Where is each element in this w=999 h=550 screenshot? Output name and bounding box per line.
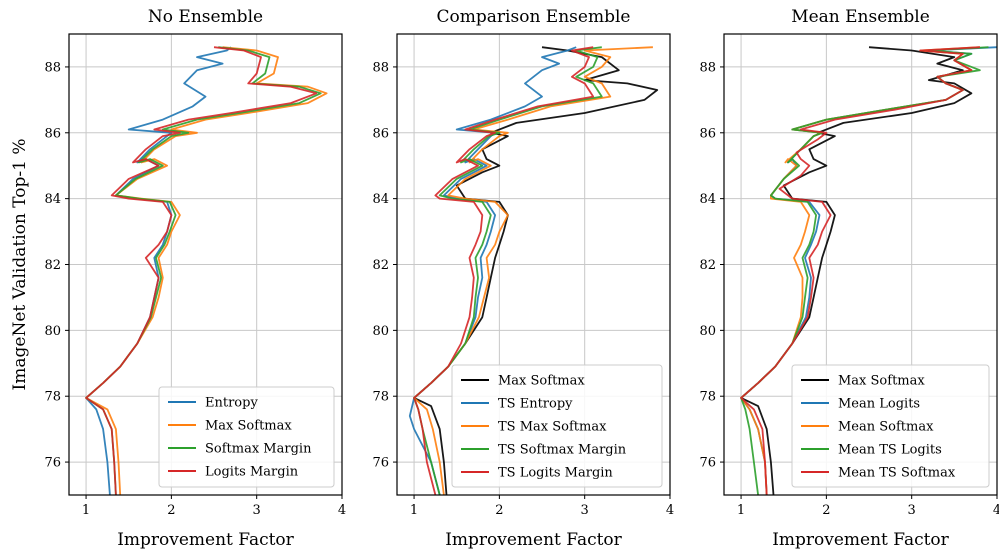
panel-3: 1 2 3 4 76 78 80 82 84 86 88 Mean Ensemble Improveme…	[699, 7, 999, 550]
legend-label: Entropy	[205, 396, 258, 411]
y-tick-label: 78	[372, 390, 389, 405]
y-tick-label: 80	[699, 324, 716, 339]
y-tick-label: 88	[372, 60, 389, 75]
legend-label: Max Softmax	[498, 374, 585, 389]
x-axis-label: Improvement Factor	[117, 530, 294, 550]
legend-label: Mean Softmax	[838, 420, 934, 435]
legend: Max Softmax TS Entropy TS Max Softmax TS So…	[451, 364, 663, 488]
legend-box	[791, 364, 990, 488]
panel-1: 1 2 3 4 76 78 80 82 84 86 88 No Ensemble Improvement…	[10, 7, 346, 550]
legend-label: Softmax Margin	[205, 442, 312, 457]
legend-label: Max Softmax	[838, 374, 925, 389]
x-tick-label: 3	[253, 503, 261, 518]
x-tick-label: 4	[338, 503, 346, 518]
x-tick-label: 4	[993, 503, 999, 518]
legend-label: Mean TS Logits	[838, 443, 942, 458]
series-group	[85, 46, 328, 495]
legend-label: TS Logits Margin	[498, 466, 613, 481]
legend-label: Logits Margin	[205, 465, 299, 480]
legend-label: Mean TS Softmax	[838, 466, 956, 481]
y-tick-label: 78	[44, 390, 61, 405]
series-line-ts-logits-margin	[413, 46, 595, 495]
x-tick-label: 2	[167, 503, 175, 518]
x-tick-label: 1	[410, 503, 418, 518]
x-tick-label: 3	[581, 503, 589, 518]
x-tick-label: 4	[666, 503, 674, 518]
y-tick-label: 80	[372, 324, 389, 339]
legend-label: TS Entropy	[498, 397, 573, 412]
y-tick-label: 86	[44, 126, 61, 141]
series-group	[408, 46, 659, 495]
x-axis-label: Improvement Factor	[772, 530, 949, 550]
legend-label: TS Softmax Margin	[498, 443, 627, 458]
series-line-mean-ts-softmax	[740, 46, 980, 495]
x-tick-label: 2	[822, 503, 830, 518]
chart-title: No Ensemble	[148, 7, 263, 27]
x-tick-label: 3	[908, 503, 916, 518]
y-tick-label: 82	[372, 258, 389, 273]
y-tick-label: 80	[44, 324, 61, 339]
y-tick-label: 84	[372, 192, 389, 207]
legend-box	[158, 386, 335, 488]
y-tick-label: 78	[699, 390, 716, 405]
y-tick-label: 76	[372, 456, 389, 471]
x-tick-label: 1	[737, 503, 745, 518]
panel-2: 1 2 3 4 76 78 80 82 84 86 88 Comparison Ensemble Imp…	[372, 7, 674, 550]
legend-label: TS Max Softmax	[498, 420, 607, 435]
y-tick-label: 86	[699, 126, 716, 141]
x-tick-label: 2	[495, 503, 503, 518]
y-tick-label: 84	[699, 192, 716, 207]
legend-label: Max Softmax	[205, 419, 292, 434]
y-tick-label: 88	[44, 60, 61, 75]
series-line-logits-margin	[85, 46, 318, 495]
y-tick-label: 76	[44, 456, 61, 471]
y-tick-label: 82	[44, 258, 61, 273]
y-tick-label: 88	[699, 60, 716, 75]
chart-title: Mean Ensemble	[791, 7, 930, 27]
series-group	[740, 46, 997, 495]
x-tick-label: 1	[82, 503, 90, 518]
legend-label: Mean Logits	[838, 397, 920, 412]
y-tick-label: 76	[699, 456, 716, 471]
legend: Entropy Max Softmax Softmax Margin Logits M…	[158, 386, 335, 488]
x-axis-label: Improvement Factor	[445, 530, 622, 550]
y-axis-label: ImageNet Validation Top-1 %	[10, 139, 30, 391]
y-tick-label: 84	[44, 192, 61, 207]
chart-title: Comparison Ensemble	[437, 7, 631, 27]
y-tick-label: 82	[699, 258, 716, 273]
y-tick-label: 86	[372, 126, 389, 141]
legend: Max Softmax Mean Logits Mean Softmax Mean T…	[791, 364, 990, 488]
legend-box	[451, 364, 663, 488]
